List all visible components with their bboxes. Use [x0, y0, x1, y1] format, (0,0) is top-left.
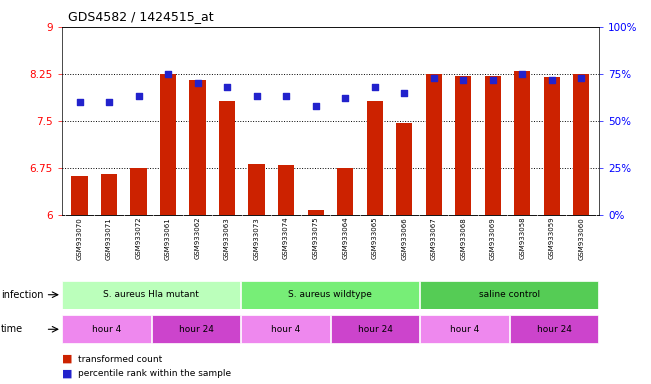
- Text: hour 4: hour 4: [450, 325, 479, 334]
- Point: [546, 76, 557, 83]
- Bar: [421, 281, 598, 309]
- Bar: [331, 316, 419, 343]
- Text: GSM933068: GSM933068: [460, 217, 466, 260]
- Point: [576, 74, 587, 81]
- Text: transformed count: transformed count: [78, 354, 162, 364]
- Point: [74, 99, 85, 105]
- Point: [517, 71, 527, 77]
- Text: GSM933074: GSM933074: [283, 217, 289, 260]
- Point: [428, 74, 439, 81]
- Text: percentile rank within the sample: percentile rank within the sample: [78, 369, 231, 378]
- Point: [251, 93, 262, 99]
- Text: GSM933075: GSM933075: [312, 217, 318, 260]
- Point: [281, 93, 292, 99]
- Text: saline control: saline control: [479, 290, 540, 299]
- Text: GSM933063: GSM933063: [224, 217, 230, 260]
- Text: infection: infection: [1, 290, 43, 300]
- Text: hour 24: hour 24: [357, 325, 393, 334]
- Text: GSM933058: GSM933058: [519, 217, 525, 260]
- Point: [222, 84, 232, 90]
- Bar: [367, 101, 383, 215]
- Text: GSM933060: GSM933060: [578, 217, 584, 260]
- Bar: [242, 316, 330, 343]
- Point: [193, 80, 203, 86]
- Point: [488, 76, 498, 83]
- Bar: [573, 74, 589, 215]
- Bar: [62, 281, 240, 309]
- Text: S. aureus Hla mutant: S. aureus Hla mutant: [104, 290, 199, 299]
- Text: GSM933062: GSM933062: [195, 217, 201, 260]
- Bar: [307, 210, 324, 215]
- Point: [163, 71, 173, 77]
- Point: [104, 99, 115, 105]
- Bar: [455, 76, 471, 215]
- Text: GSM933072: GSM933072: [135, 217, 141, 260]
- Text: GSM933064: GSM933064: [342, 217, 348, 260]
- Bar: [130, 168, 146, 215]
- Bar: [421, 316, 509, 343]
- Text: ■: ■: [62, 354, 72, 364]
- Text: ■: ■: [62, 368, 72, 378]
- Text: GSM933059: GSM933059: [549, 217, 555, 260]
- Text: hour 24: hour 24: [178, 325, 214, 334]
- Text: GSM933070: GSM933070: [77, 217, 83, 260]
- Bar: [396, 123, 412, 215]
- Bar: [160, 74, 176, 215]
- Bar: [514, 71, 531, 215]
- Text: GSM933071: GSM933071: [106, 217, 112, 260]
- Bar: [152, 316, 240, 343]
- Point: [458, 76, 468, 83]
- Text: hour 4: hour 4: [92, 325, 121, 334]
- Bar: [337, 168, 353, 215]
- Text: GSM933069: GSM933069: [490, 217, 495, 260]
- Bar: [189, 80, 206, 215]
- Point: [369, 84, 380, 90]
- Point: [311, 103, 321, 109]
- Point: [399, 90, 409, 96]
- Point: [340, 95, 350, 101]
- Bar: [249, 164, 265, 215]
- Text: GSM933067: GSM933067: [431, 217, 437, 260]
- Bar: [544, 77, 560, 215]
- Bar: [62, 316, 151, 343]
- Bar: [510, 316, 598, 343]
- Text: GSM933065: GSM933065: [372, 217, 378, 260]
- Bar: [242, 281, 419, 309]
- Bar: [101, 174, 117, 215]
- Text: time: time: [1, 324, 23, 334]
- Bar: [219, 101, 235, 215]
- Bar: [426, 74, 442, 215]
- Text: hour 4: hour 4: [271, 325, 300, 334]
- Text: GSM933073: GSM933073: [254, 217, 260, 260]
- Bar: [278, 165, 294, 215]
- Text: GDS4582 / 1424515_at: GDS4582 / 1424515_at: [68, 10, 214, 23]
- Text: hour 24: hour 24: [536, 325, 572, 334]
- Text: GSM933061: GSM933061: [165, 217, 171, 260]
- Text: S. aureus wildtype: S. aureus wildtype: [288, 290, 372, 299]
- Text: GSM933066: GSM933066: [401, 217, 407, 260]
- Bar: [72, 176, 88, 215]
- Point: [133, 93, 144, 99]
- Bar: [484, 76, 501, 215]
